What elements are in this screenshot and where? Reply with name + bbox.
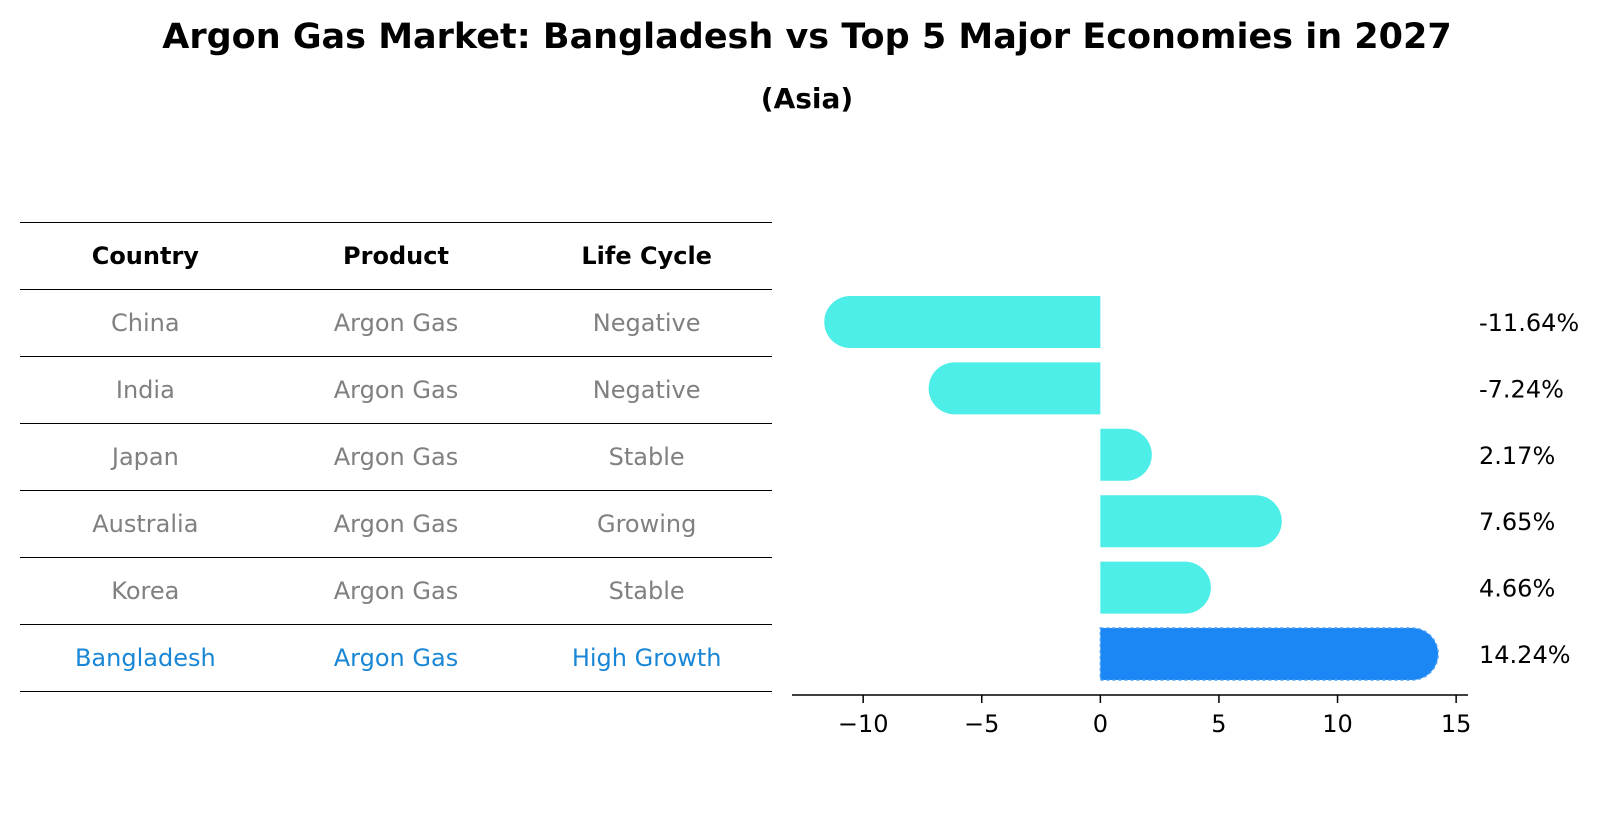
x-tick-label: 15 [1441, 710, 1472, 738]
cell-life-cycle: Growing [521, 490, 772, 558]
bar [1100, 495, 1282, 548]
header-life-cycle: Life Cycle [521, 222, 772, 290]
table-row: Korea Argon Gas Stable [20, 557, 772, 625]
x-tick-label: −10 [838, 710, 889, 738]
cell-country: Australia [20, 490, 271, 558]
table-header-row: Country Product Life Cycle [20, 222, 772, 290]
value-label: -11.64% [1479, 309, 1579, 337]
value-label: 7.65% [1479, 508, 1555, 536]
bar-highlight [1099, 627, 1439, 681]
table-row: Australia Argon Gas Growing [20, 490, 772, 558]
bar [1100, 428, 1152, 481]
cell-country: Bangladesh [20, 624, 271, 692]
chart-title: Argon Gas Market: Bangladesh vs Top 5 Ma… [162, 17, 1452, 57]
bar [1100, 561, 1211, 614]
cell-product: Argon Gas [270, 557, 522, 625]
cell-product: Argon Gas [270, 356, 522, 424]
x-tick-label: 10 [1322, 710, 1353, 738]
x-tick-label: −5 [964, 710, 999, 738]
bar [928, 362, 1101, 415]
cell-life-cycle: Stable [521, 557, 772, 625]
bar [824, 296, 1101, 348]
bars-group [824, 296, 1439, 681]
table-row: India Argon Gas Negative [20, 356, 772, 424]
comparison-table-container: Country Product Life Cycle China Argon G… [20, 222, 772, 692]
cell-country: Japan [20, 423, 271, 491]
cell-country: India [20, 356, 271, 424]
value-label: 2.17% [1479, 442, 1555, 470]
value-label: -7.24% [1479, 375, 1564, 403]
header-product: Product [270, 222, 522, 290]
cell-life-cycle: High Growth [521, 624, 772, 692]
value-label: 14.24% [1479, 641, 1571, 669]
cell-product: Argon Gas [270, 490, 522, 558]
chart-subtitle: (Asia) [760, 82, 854, 115]
cell-life-cycle: Negative [521, 289, 772, 357]
value-label: 4.66% [1479, 575, 1555, 603]
cell-country: Korea [20, 557, 271, 625]
cell-life-cycle: Stable [521, 423, 772, 491]
header-country: Country [20, 222, 271, 290]
table-row-highlight: Bangladesh Argon Gas High Growth [20, 624, 772, 692]
cell-product: Argon Gas [270, 423, 522, 491]
x-tick-label: 0 [1093, 710, 1108, 738]
cell-product: Argon Gas [270, 624, 522, 692]
comparison-table: Country Product Life Cycle China Argon G… [20, 222, 772, 692]
cell-country: China [20, 289, 271, 357]
x-tick-label: 5 [1211, 710, 1226, 738]
table-row: Japan Argon Gas Stable [20, 423, 772, 491]
cell-product: Argon Gas [270, 289, 522, 357]
cell-life-cycle: Negative [521, 356, 772, 424]
table-row: China Argon Gas Negative [20, 289, 772, 357]
